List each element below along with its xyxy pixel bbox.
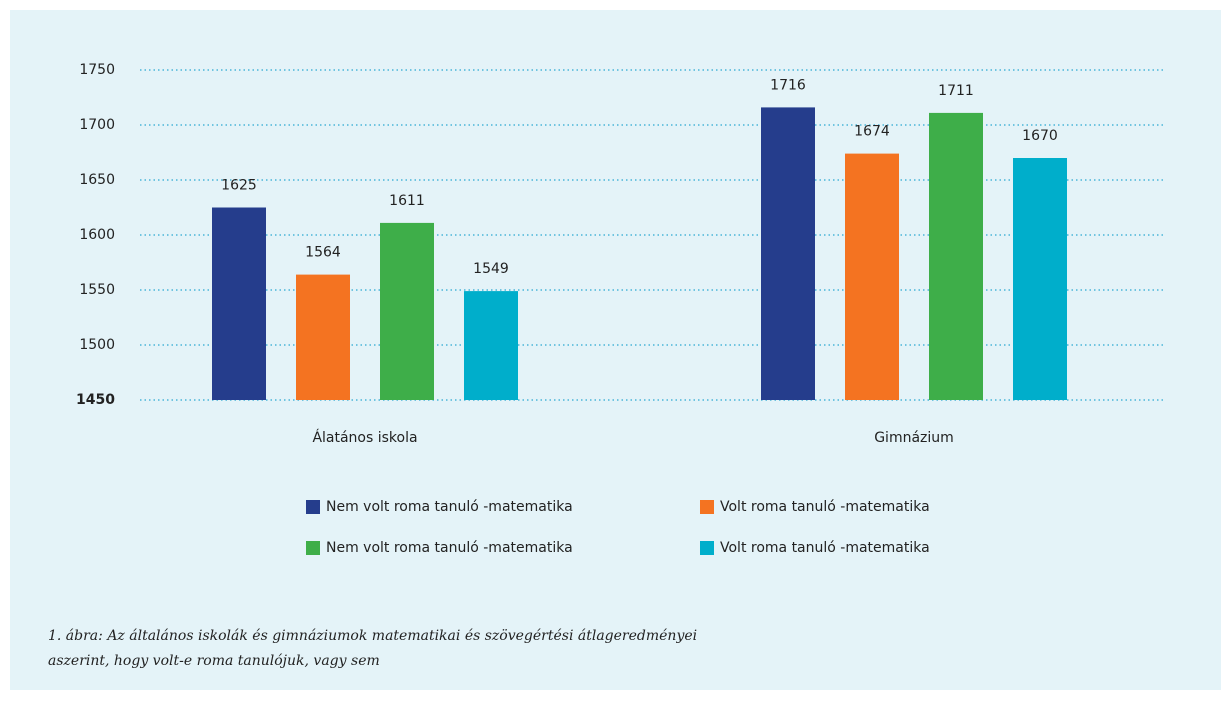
legend-label: Volt roma tanuló -matematika [720, 499, 930, 515]
y-tick-label: 1550 [79, 282, 115, 298]
x-tick-label: Gimnázium [874, 430, 954, 446]
bar [845, 153, 899, 400]
legend-label: Nem volt roma tanuló -matematika [326, 540, 573, 556]
x-tick-label: Álatános iskola [312, 429, 417, 446]
data-label: 1674 [854, 124, 890, 140]
bar [296, 274, 350, 400]
y-tick-label: 1450 [76, 392, 115, 408]
bar [1013, 158, 1067, 400]
data-label: 1711 [938, 83, 974, 99]
data-label: 1625 [221, 178, 257, 194]
bar [464, 291, 518, 400]
legend-swatch [306, 541, 320, 555]
y-tick-label: 1650 [79, 172, 115, 188]
bar [212, 207, 266, 400]
y-tick-label: 1750 [79, 62, 115, 78]
data-label: 1549 [473, 261, 509, 277]
legend-label: Volt roma tanuló -matematika [720, 540, 930, 556]
legend-swatch [700, 541, 714, 555]
data-label: 1670 [1022, 128, 1058, 144]
legend-swatch [306, 500, 320, 514]
bar [929, 112, 983, 401]
data-label: 1716 [770, 77, 806, 93]
bar [761, 107, 815, 401]
bar [380, 222, 434, 400]
data-label: 1611 [389, 193, 425, 209]
y-tick-label: 1600 [79, 227, 115, 243]
y-tick-label: 1700 [79, 117, 115, 133]
legend-swatch [700, 500, 714, 514]
caption: 1. ábra: Az általános iskolák és gimnázi… [48, 628, 697, 644]
y-tick-label: 1500 [79, 337, 115, 353]
legend-label: Nem volt roma tanuló -matematika [326, 499, 573, 515]
data-label: 1564 [305, 245, 341, 261]
caption: aszerint, hogy volt-e roma tanulójuk, va… [48, 653, 380, 669]
